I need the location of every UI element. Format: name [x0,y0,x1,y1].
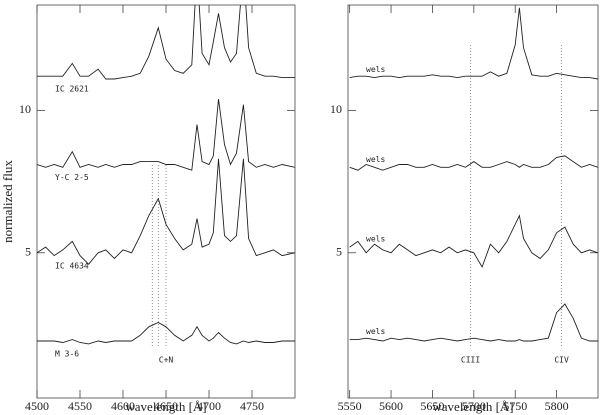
y-tick-label: 5 [336,245,342,259]
series-label: IC 4634 [55,261,89,270]
annotation: CIII [461,356,480,365]
x-tick-label: 5700 [462,399,486,413]
spectrum-line [349,303,598,342]
series-label: wels [366,327,385,336]
x-tick-label: 4750 [240,399,264,413]
x-tick-label: 5550 [338,399,362,413]
x-tick-label: 5800 [545,399,569,413]
x-axis-label: wavelength [Å] [432,399,513,414]
x-tick-label: 5650 [420,399,444,413]
plot-area [37,5,295,348]
series-label: wels [366,65,385,74]
series-label: wels [366,155,385,164]
plot-area [349,7,598,348]
y-axis-label: normalized flux [0,160,15,243]
series-label: M 3-6 [55,350,79,359]
series-label: wels [366,235,385,244]
spectrum-line [349,155,598,171]
axes-frame [347,4,599,399]
panel: 5550 5600 5650 5700 5750 5800 5 10 wavelength [Å… [330,4,599,414]
x-tick-label: 4700 [197,399,221,413]
x-tick-label: 4650 [154,399,178,413]
x-tick-label: 4550 [68,399,92,413]
spectrum-line [349,214,598,269]
panel: 4500 4550 4600 4650 4700 4750 5 10 wavelength [Å… [0,4,296,414]
x-tick-label: 5750 [503,399,527,413]
annotation: CIV [554,356,569,365]
spectrum-line [37,98,295,171]
annotation: C+N [159,356,174,365]
x-tick-label: 4600 [111,399,135,413]
x-tick-label: 5600 [379,399,403,413]
spectrum-line [37,5,295,80]
x-tick-label: 4500 [25,399,49,413]
series-label: IC 2621 [55,85,89,94]
x-axis-label: wavelength [Å] [125,399,206,414]
spectrum-line [349,7,598,80]
y-tick-label: 10 [330,102,342,116]
spectrum-line [37,321,295,345]
series-label: Y-C 2-5 [55,173,89,182]
spectrum-line [37,158,295,265]
y-tick-label: 10 [19,102,31,116]
y-tick-label: 5 [25,245,31,259]
